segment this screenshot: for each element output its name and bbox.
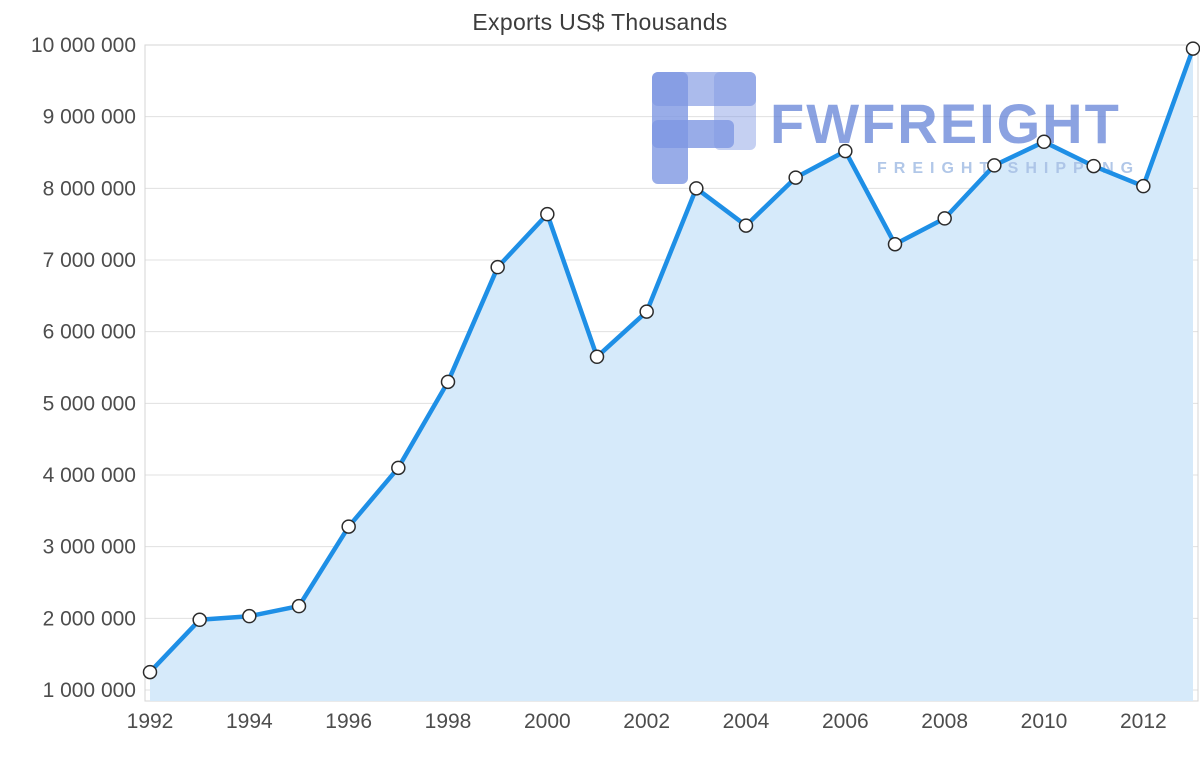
data-point-marker xyxy=(192,612,207,628)
y-axis-tick-label: 8 000 000 xyxy=(43,177,136,200)
x-axis-tick-label: 2008 xyxy=(921,710,968,733)
x-axis-tick-label: 2006 xyxy=(822,710,869,733)
data-point-marker xyxy=(689,181,704,196)
data-point-marker xyxy=(887,236,903,252)
data-point-marker xyxy=(639,304,654,319)
data-point-marker xyxy=(341,519,356,534)
y-axis-tick-label: 7 000 000 xyxy=(43,249,136,272)
y-axis-tick-label: 5 000 000 xyxy=(43,392,136,415)
data-point-marker xyxy=(589,349,605,364)
y-axis-tick-label: 4 000 000 xyxy=(43,464,136,487)
x-axis-tick-label: 1996 xyxy=(325,710,372,733)
data-point-marker xyxy=(838,143,853,159)
y-axis-tick-label: 9 000 000 xyxy=(43,106,136,129)
data-point-marker xyxy=(1036,134,1052,149)
data-point-marker xyxy=(291,598,307,614)
watermark-brand-text: FWFREIGHT xyxy=(770,92,1121,155)
data-point-marker xyxy=(1086,158,1101,174)
data-point-marker xyxy=(490,259,505,275)
x-axis-tick-label: 1998 xyxy=(425,710,472,733)
watermark: FWFREIGHT FREIGHT SHIPPING xyxy=(652,72,1140,184)
data-point-marker xyxy=(440,374,456,390)
data-point-marker xyxy=(142,664,158,680)
y-axis-tick-label: 3 000 000 xyxy=(43,536,136,559)
y-axis-tick-label: 10 000 000 xyxy=(31,34,136,57)
data-point-marker xyxy=(540,206,555,222)
exports-line xyxy=(147,46,1196,675)
x-axis-tick-label: 2000 xyxy=(524,710,571,733)
data-point-marker xyxy=(738,218,754,233)
y-axis-tick-label: 2 000 000 xyxy=(43,607,136,630)
data-point-marker xyxy=(1185,41,1200,56)
x-axis-tick-label: 2004 xyxy=(723,710,770,733)
watermark-tagline-text: FREIGHT SHIPPING xyxy=(877,160,1140,177)
data-point-marker xyxy=(937,211,952,226)
data-point-marker xyxy=(987,158,1002,173)
data-point-marker xyxy=(788,170,803,185)
x-axis-tick-label: 1992 xyxy=(127,710,174,733)
x-axis-tick-label: 2010 xyxy=(1021,710,1068,733)
x-axis-tick-label: 2012 xyxy=(1120,710,1167,733)
data-point-marker xyxy=(242,608,257,624)
y-axis-tick-label: 6 000 000 xyxy=(43,321,136,344)
exports-area xyxy=(150,48,1193,702)
data-point-marker xyxy=(391,460,406,476)
y-axis-tick-label: 1 000 000 xyxy=(43,679,136,702)
x-axis-tick-label: 1994 xyxy=(226,710,273,733)
x-axis-tick-label: 2002 xyxy=(623,710,670,733)
chart-title: Exports US$ Thousands xyxy=(472,9,728,35)
fwfreight-logo-icon xyxy=(652,72,756,184)
data-point-marker xyxy=(1136,178,1151,194)
